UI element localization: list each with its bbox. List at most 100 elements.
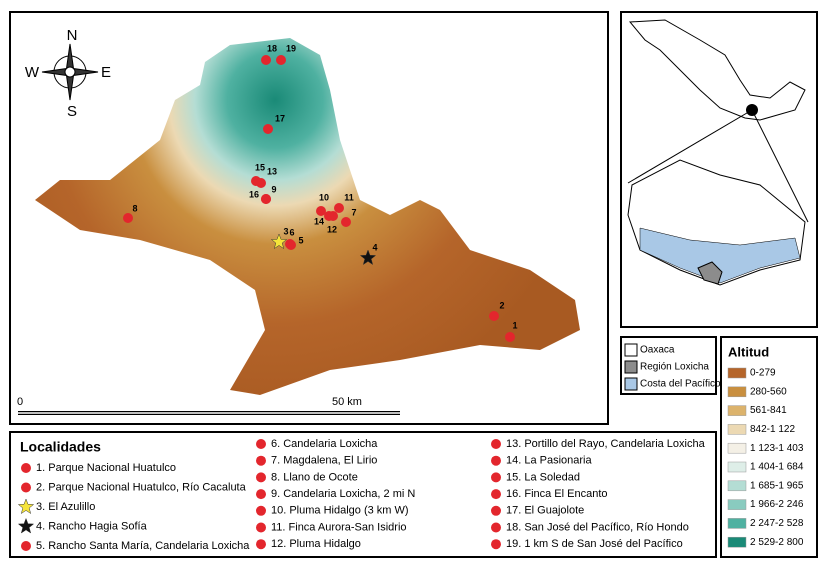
locality-marker xyxy=(251,176,261,186)
mexico-outline xyxy=(628,19,806,121)
locality-number: 4 xyxy=(372,242,377,252)
locality-label: 5. Rancho Santa María, Candelaria Loxich… xyxy=(36,540,250,552)
legend-marker xyxy=(256,539,266,550)
legend-marker xyxy=(21,541,31,551)
inset-connector xyxy=(627,109,753,184)
localities-legend-box xyxy=(9,431,717,558)
locality-number: 5 xyxy=(298,235,303,245)
legend-marker xyxy=(256,505,266,516)
legend-marker xyxy=(256,522,266,533)
locality-label: 17. El Guajolote xyxy=(506,505,584,517)
locality-number: 12 xyxy=(327,224,337,234)
locality-marker xyxy=(505,332,515,342)
locality-number: 3 xyxy=(283,226,288,236)
altitude-swatch xyxy=(727,480,747,492)
altitude-label: 280-560 xyxy=(750,386,787,397)
pacific-coast xyxy=(639,227,801,284)
locality-label: 4. Rancho Hagia Sofía xyxy=(36,520,148,532)
locality-number: 13 xyxy=(267,166,277,176)
locality-number: 16 xyxy=(249,189,259,199)
locality-number: 8 xyxy=(132,203,137,213)
legend-marker xyxy=(491,505,501,516)
altitude-swatch xyxy=(727,442,747,454)
locality-label: 6. Candelaria Loxicha xyxy=(271,438,378,450)
legend-label: Región Loxicha xyxy=(640,362,709,373)
altitude-label: 1 404-1 684 xyxy=(750,462,804,473)
legend-marker xyxy=(256,472,266,483)
locality-marker xyxy=(261,194,271,204)
locality-label: 10. Pluma Hidalgo (3 km W) xyxy=(271,505,409,517)
legend-marker xyxy=(21,482,31,493)
locality-marker xyxy=(276,55,286,65)
compass-label: W xyxy=(25,64,40,81)
legend-swatch xyxy=(624,377,638,391)
locality-number: 7 xyxy=(351,207,356,217)
locality-label: 18. San José del Pacífico, Río Hondo xyxy=(506,521,689,533)
locality-label: 16. Finca El Encanto xyxy=(506,488,608,500)
legend-marker xyxy=(256,455,266,466)
inset-connector xyxy=(751,109,809,223)
locality-label: 3. El Azulillo xyxy=(36,501,95,513)
locality-label: 2. Parque Nacional Huatulco, Río Cacalut… xyxy=(36,481,247,493)
legend-marker xyxy=(491,472,501,483)
altitude-label: 1 685-1 965 xyxy=(750,480,804,491)
compass-label: N xyxy=(67,27,78,44)
altitude-title: Altitud xyxy=(728,344,769,359)
legend-marker xyxy=(491,539,501,550)
legend-marker xyxy=(256,489,266,500)
scale-label: 50 km xyxy=(332,396,362,408)
compass-label: E xyxy=(101,64,111,81)
legend-marker xyxy=(256,439,266,449)
legend-marker xyxy=(17,498,35,515)
altitude-swatch xyxy=(727,536,747,548)
altitude-swatch xyxy=(727,367,747,379)
scale-label: 0 xyxy=(17,396,23,408)
altitude-swatch xyxy=(727,461,747,473)
locality-number: 1 xyxy=(512,320,517,330)
locality-label: 9. Candelaria Loxicha, 2 mi N xyxy=(271,488,415,500)
legend-marker xyxy=(491,439,501,449)
altitude-label: 2 529-2 800 xyxy=(750,537,804,548)
compass-rose xyxy=(41,43,99,101)
locality-number: 19 xyxy=(286,43,296,53)
locality-number: 17 xyxy=(275,113,285,123)
legend-marker xyxy=(17,517,35,534)
locality-number: 14 xyxy=(314,216,324,226)
altitude-label: 2 247-2 528 xyxy=(750,518,804,529)
legend-marker xyxy=(491,522,501,533)
locality-marker xyxy=(341,217,351,227)
locality-number: 15 xyxy=(255,162,265,172)
altitude-label: 1 123-1 403 xyxy=(750,443,804,454)
legend-marker xyxy=(21,463,31,473)
legend-label: Oaxaca xyxy=(640,345,675,356)
locality-marker xyxy=(359,249,377,266)
locality-number: 11 xyxy=(344,192,354,202)
legend-marker xyxy=(491,455,501,466)
altitude-label: 1 966-2 246 xyxy=(750,499,804,510)
locality-marker xyxy=(270,233,288,250)
altitude-label: 561-841 xyxy=(750,405,787,416)
locality-marker xyxy=(123,213,133,223)
legend-swatch xyxy=(624,343,638,357)
locality-label: 8. Llano de Ocote xyxy=(271,471,358,483)
locality-label: 19. 1 km S de San José del Pacífico xyxy=(506,538,683,550)
altitude-swatch xyxy=(727,386,747,398)
legend-marker xyxy=(491,489,501,500)
locality-label: 12. Pluma Hidalgo xyxy=(271,538,361,550)
locality-number: 10 xyxy=(319,192,329,202)
altitude-label: 0-279 xyxy=(750,368,776,379)
altitude-swatch xyxy=(727,499,747,510)
locality-number: 6 xyxy=(289,227,294,237)
locality-number: 18 xyxy=(267,43,277,53)
locality-marker xyxy=(489,311,499,321)
compass-label: S xyxy=(67,103,77,120)
locality-label: 7. Magdalena, El Lirio xyxy=(271,455,377,467)
loxicha-region xyxy=(697,261,723,285)
locality-label: 1. Parque Nacional Huatulco xyxy=(36,462,176,474)
locality-number: 2 xyxy=(499,300,504,310)
locality-marker xyxy=(261,55,271,65)
locality-label: 13. Portillo del Rayo, Candelaria Loxich… xyxy=(506,438,706,450)
locality-label: 11. Finca Aurora-San Isidrio xyxy=(271,521,407,533)
altitude-swatch xyxy=(727,405,747,416)
